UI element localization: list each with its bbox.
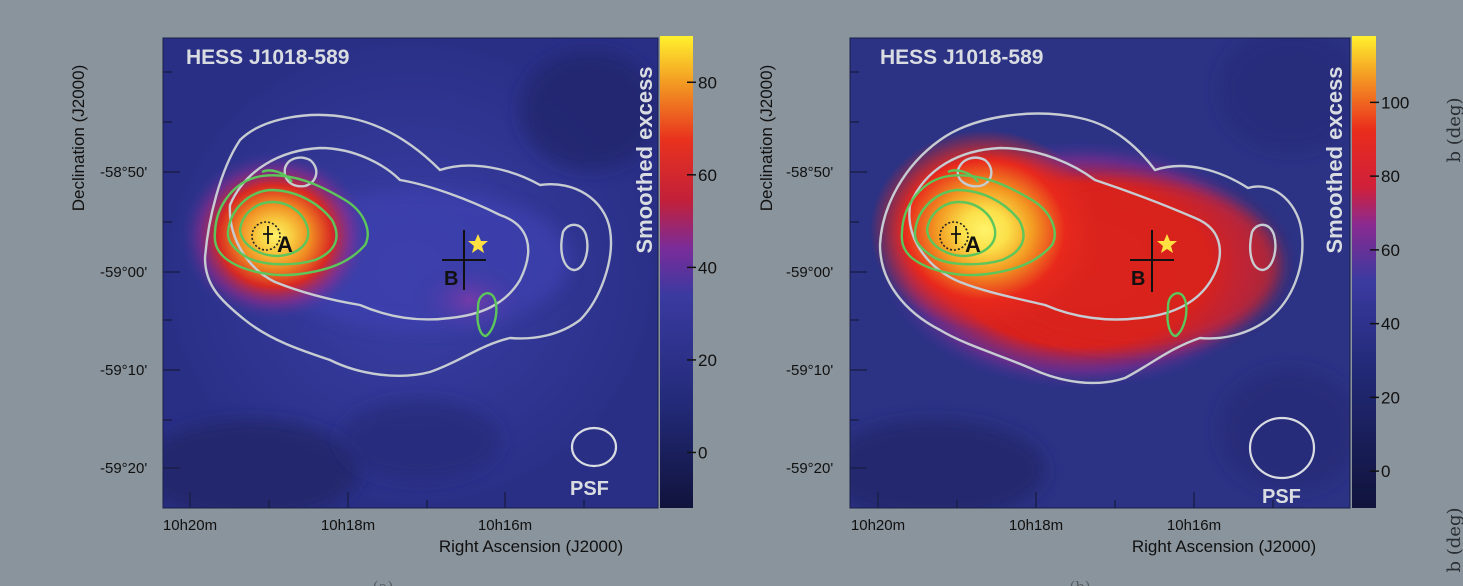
panel-a-caption: (a)	[373, 578, 394, 586]
panel-a-psf-circle	[570, 426, 618, 468]
panel-b-colorbar	[1352, 36, 1376, 508]
panel-b: A B HESS J1018-589 PSF Smoothed excess 1…	[757, 36, 1409, 586]
side-axis-label-bottom: b (deg)	[1444, 508, 1463, 573]
panel-b-colorbar-label: Smoothed excess	[1322, 66, 1347, 253]
panel-b-ylabel: Declination (J2000)	[757, 65, 776, 211]
panel-b-xlabel: Right Ascension (J2000)	[1132, 537, 1316, 556]
panel-a-frame	[162, 37, 659, 509]
panel-b-xtick: 10h20m	[851, 517, 905, 534]
side-axis-label-top: b (deg)	[1444, 98, 1463, 163]
panel-b-psf-label: PSF	[1262, 486, 1301, 508]
colorbar-tick-label: 40	[1381, 315, 1400, 334]
panel-a-map	[163, 38, 658, 508]
panel-b-caption: (b)	[1069, 578, 1090, 586]
panel-b-green-contours	[900, 169, 1188, 338]
panel-a-source-circle	[251, 221, 281, 251]
panel-a-axis-ticks	[163, 71, 585, 508]
panel-b-source-circle	[939, 221, 969, 251]
panel-a-ytick: -59°00'	[100, 264, 147, 281]
colorbar-tick-label: 0	[698, 443, 707, 462]
panel-b-ytick: -59°10'	[786, 362, 833, 379]
panel-b-small-cross	[951, 226, 961, 244]
panel-b-frame	[849, 37, 1351, 509]
panel-b-psf-circle	[1248, 416, 1316, 480]
panel-b-cross-b	[1130, 230, 1174, 292]
panel-b-star-icon	[1157, 234, 1177, 253]
panel-a-xtick: 10h18m	[321, 517, 375, 534]
panel-b-gray-contours	[878, 112, 1304, 385]
panel-b-xtick: 10h16m	[1167, 517, 1221, 534]
panel-a-title: HESS J1018-589	[186, 46, 349, 69]
panel-a-xlabel: Right Ascension (J2000)	[439, 537, 623, 556]
panel-a-xtick: 10h16m	[478, 517, 532, 534]
colorbar-tick-label: 20	[1381, 388, 1400, 407]
panel-a-colorbar-label: Smoothed excess	[632, 66, 657, 253]
panel-a: A B HESS J1018-589 PSF Smoothed excess 8…	[69, 36, 717, 586]
colorbar-tick-label: 40	[698, 258, 717, 277]
panel-b-map	[850, 38, 1350, 508]
panel-b-marker-a: A	[965, 232, 981, 257]
panel-b-xtick: 10h18m	[1009, 517, 1063, 534]
panel-a-gray-contours	[203, 113, 613, 377]
panel-a-ytick: -59°20'	[100, 460, 147, 477]
panel-a-star-icon	[468, 234, 488, 253]
panel-b-ytick: -58°50'	[786, 164, 833, 181]
panel-a-small-cross	[263, 226, 273, 244]
panel-b-axis-ticks	[850, 71, 1274, 508]
colorbar-tick-label: 80	[698, 73, 717, 92]
panel-b-ytick: -59°20'	[786, 460, 833, 477]
panel-a-green-contours	[213, 169, 498, 338]
panel-a-psf-label: PSF	[570, 478, 609, 500]
colorbar-tick-label: 60	[698, 166, 717, 185]
panel-a-colorbar	[660, 36, 693, 508]
panel-a-colorbar-ticks: 80 60 40 20 0	[687, 73, 717, 462]
panel-a-ytick: -59°10'	[100, 362, 147, 379]
panel-b-ytick: -59°00'	[786, 264, 833, 281]
panel-b-title: HESS J1018-589	[880, 46, 1043, 69]
panel-b-colorbar-ticks: 100 80 60 40 20 0	[1370, 93, 1409, 481]
colorbar-tick-label: 0	[1381, 462, 1390, 481]
colorbar-tick-label: 60	[1381, 241, 1400, 260]
panel-a-marker-b: B	[444, 268, 458, 290]
panel-a-xtick: 10h20m	[163, 517, 217, 534]
panel-a-marker-a: A	[277, 232, 293, 257]
colorbar-tick-label: 100	[1381, 93, 1409, 112]
panel-a-cross-b	[442, 230, 486, 290]
colorbar-tick-label: 20	[698, 351, 717, 370]
colorbar-tick-label: 80	[1381, 167, 1400, 186]
panel-a-ytick: -58°50'	[100, 164, 147, 181]
panel-b-marker-b: B	[1131, 268, 1145, 290]
panel-a-ylabel: Declination (J2000)	[69, 65, 88, 211]
